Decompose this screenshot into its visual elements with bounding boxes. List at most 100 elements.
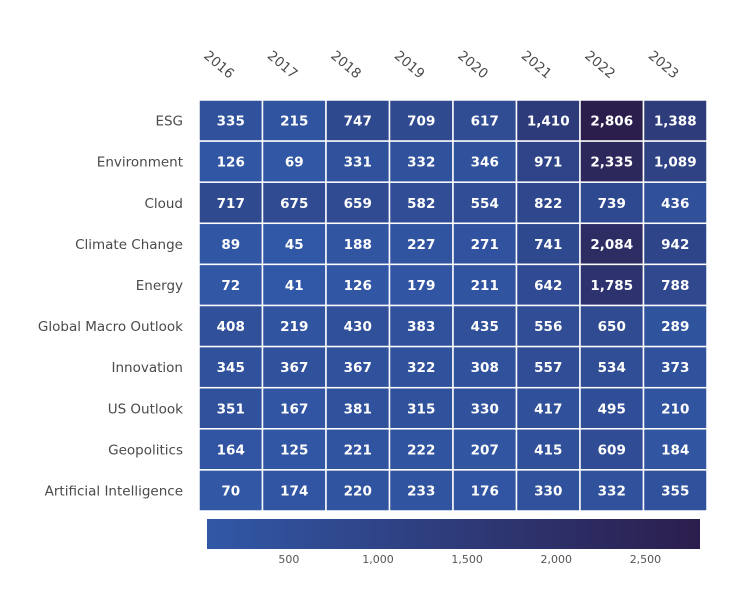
cell-value-label: 1,410 <box>527 114 570 130</box>
heatmap-cell <box>642 428 708 471</box>
column-label: 2017 <box>264 48 301 82</box>
cell-value-label: 219 <box>280 319 308 335</box>
heatmap-cell <box>515 181 581 225</box>
heatmap-cell <box>579 469 645 512</box>
cell-value-label: 176 <box>471 483 499 499</box>
row-label: US Outlook <box>108 401 183 417</box>
heatmap-cell <box>261 304 327 348</box>
cell-value-label: 747 <box>344 114 372 130</box>
colorbar-tick-label: 1,000 <box>362 553 394 566</box>
heatmap-cell <box>198 181 264 225</box>
heatmap-cell <box>452 469 518 512</box>
cell-value-label: 331 <box>344 155 372 171</box>
heatmap-cell <box>452 428 518 471</box>
row-label: Climate Change <box>75 237 183 253</box>
heatmap-cell <box>261 428 327 471</box>
cell-value-label: 345 <box>217 360 245 376</box>
cell-value-label: 227 <box>407 237 435 253</box>
cell-value-label: 367 <box>280 360 308 376</box>
heatmap-cell <box>452 345 518 389</box>
cell-value-label: 207 <box>471 442 499 458</box>
heatmap-cell <box>388 263 454 307</box>
cell-value-label: 41 <box>285 278 304 294</box>
cell-value-label: 617 <box>471 114 499 130</box>
cell-value-label: 1,388 <box>654 114 697 130</box>
row-label: Artificial Intelligence <box>45 483 183 499</box>
cell-value-label: 435 <box>471 319 499 335</box>
cell-value-label: 554 <box>471 196 499 212</box>
heatmap-cell <box>642 469 708 512</box>
heatmap-cell <box>515 99 581 142</box>
row-labels: ESG Environment Cloud Climate Change Energy G… <box>38 114 183 500</box>
cell-value-label: 211 <box>471 278 499 294</box>
cell-value-label: 215 <box>280 114 308 130</box>
cell-value-label: 222 <box>407 442 435 458</box>
heatmap-cell <box>388 181 454 225</box>
heatmap-cell <box>579 345 645 389</box>
cell-value-label: 430 <box>344 319 372 335</box>
row-label: Innovation <box>112 360 183 376</box>
cell-value-label: 346 <box>471 155 499 171</box>
cell-value-label: 210 <box>661 401 689 417</box>
heatmap-cell <box>261 469 327 512</box>
cell-value-label: 717 <box>217 196 245 212</box>
column-label: 2019 <box>391 48 428 82</box>
row-label: Global Macro Outlook <box>38 319 183 335</box>
cell-value-label: 709 <box>407 114 435 130</box>
heatmap-cell <box>325 469 391 512</box>
heatmap-cell <box>579 304 645 348</box>
colorbar-tick-label: 2,500 <box>630 553 662 566</box>
cell-value-label: 330 <box>534 483 562 499</box>
cell-value-label: 332 <box>598 483 626 499</box>
cell-value-label: 367 <box>344 360 372 376</box>
cell-value-label: 650 <box>598 319 626 335</box>
cell-value-label: 308 <box>471 360 499 376</box>
cell-value-label: 233 <box>407 483 435 499</box>
cell-value-label: 289 <box>661 319 689 335</box>
heatmap-cell <box>388 140 454 183</box>
heatmap-cell <box>261 345 327 389</box>
cell-value-label: 72 <box>221 278 240 294</box>
colorbar-gradient <box>207 519 700 549</box>
heatmap-cell <box>325 345 391 389</box>
heatmap-cell <box>325 222 391 266</box>
heatmap-cell <box>198 345 264 389</box>
colorbar-tick-label: 1,500 <box>451 553 483 566</box>
row-label: Geopolitics <box>108 442 183 458</box>
heatmap-cell <box>515 304 581 348</box>
cell-value-label: 741 <box>534 237 562 253</box>
heatmap-cell <box>515 469 581 512</box>
cell-value-label: 355 <box>661 483 689 499</box>
cell-value-label: 220 <box>344 483 372 499</box>
cell-value-label: 330 <box>471 401 499 417</box>
heatmap-cell <box>452 263 518 307</box>
heatmap-cell <box>452 222 518 266</box>
cell-value-label: 373 <box>661 360 689 376</box>
heatmap-cell <box>261 140 327 183</box>
column-label: 2020 <box>454 48 491 82</box>
column-label: 2018 <box>327 48 364 82</box>
cell-value-label: 271 <box>471 237 499 253</box>
cell-value-label: 971 <box>534 155 562 171</box>
cell-value-label: 822 <box>534 196 562 212</box>
cell-value-label: 582 <box>407 196 435 212</box>
colorbar-tick-label: 500 <box>278 553 299 566</box>
heatmap-cell <box>325 386 391 430</box>
column-label: 2021 <box>518 48 555 82</box>
cell-value-label: 126 <box>344 278 372 294</box>
cell-value-label: 381 <box>344 401 372 417</box>
cell-value-label: 383 <box>407 319 435 335</box>
heatmap-cell <box>642 304 708 348</box>
heatmap-cell <box>515 140 581 183</box>
cell-value-label: 2,806 <box>590 114 633 130</box>
cell-value-label: 332 <box>407 155 435 171</box>
cell-value-label: 788 <box>661 278 689 294</box>
heatmap-cell <box>388 428 454 471</box>
cell-value-label: 125 <box>280 442 308 458</box>
cell-value-label: 1,785 <box>590 278 633 294</box>
cell-value-label: 534 <box>598 360 626 376</box>
cell-value-label: 221 <box>344 442 372 458</box>
column-label: 2022 <box>581 48 618 82</box>
cell-value-label: 1,089 <box>654 155 697 171</box>
cell-value-label: 89 <box>221 237 240 253</box>
